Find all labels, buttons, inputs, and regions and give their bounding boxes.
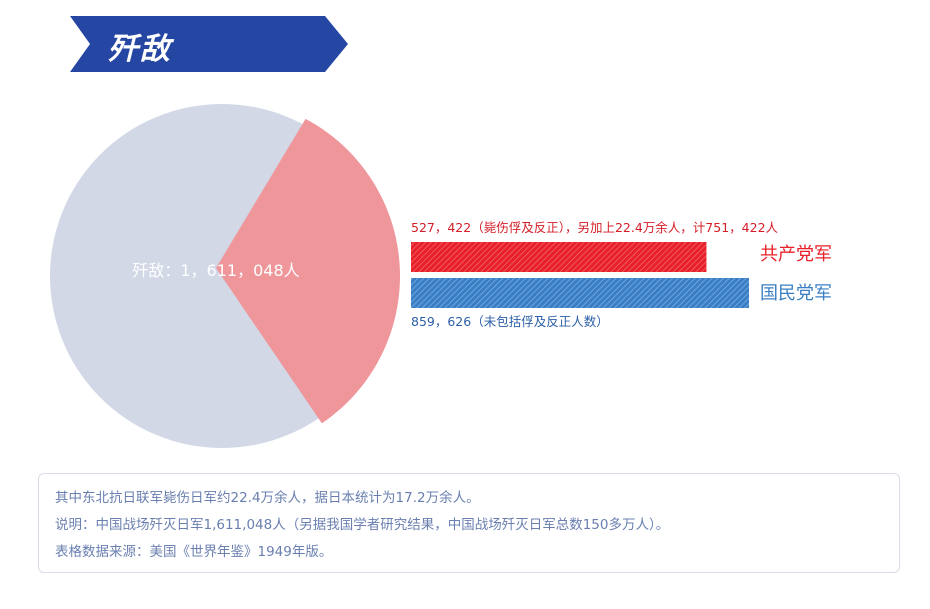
note-line-2: 说明：中国战场歼灭日军1,611,048人（另据我国学者研究结果，中国战场歼灭日…: [55, 517, 670, 533]
pie-center-label: 歼敌：1，611，048人: [132, 261, 299, 280]
pie-chart: [50, 104, 400, 448]
bar-label-0: 共产党军: [760, 244, 832, 265]
note-line-3: 表格数据来源：美国《世界年鉴》1949年版。: [55, 544, 333, 560]
bar-1: [411, 278, 749, 308]
notes-box: 其中东北抗日联军毙伤日军约22.4万余人，据日本统计为17.2万余人。 说明：中…: [38, 473, 900, 573]
title-banner: 歼敌: [70, 16, 348, 72]
bar-0: [411, 242, 707, 272]
bar-annotation-1: 859，626（未包括俘及反正人数）: [411, 314, 609, 329]
banner-shape: [70, 16, 348, 72]
chart: 歼敌：1，611，048人 527，422（毙伤俘及反正），另加上22.4万余人…: [50, 104, 832, 448]
bar-label-1: 国民党军: [760, 283, 832, 304]
page-title: 歼敌: [108, 32, 172, 67]
note-line-1: 其中东北抗日联军毙伤日军约22.4万余人，据日本统计为17.2万余人。: [55, 490, 480, 506]
bar-chart: 527，422（毙伤俘及反正），另加上22.4万余人，计751，422人共产党军…: [411, 220, 832, 329]
pie-slice-highlight: [216, 118, 400, 424]
bar-annotation-0: 527，422（毙伤俘及反正），另加上22.4万余人，计751，422人: [411, 220, 779, 235]
